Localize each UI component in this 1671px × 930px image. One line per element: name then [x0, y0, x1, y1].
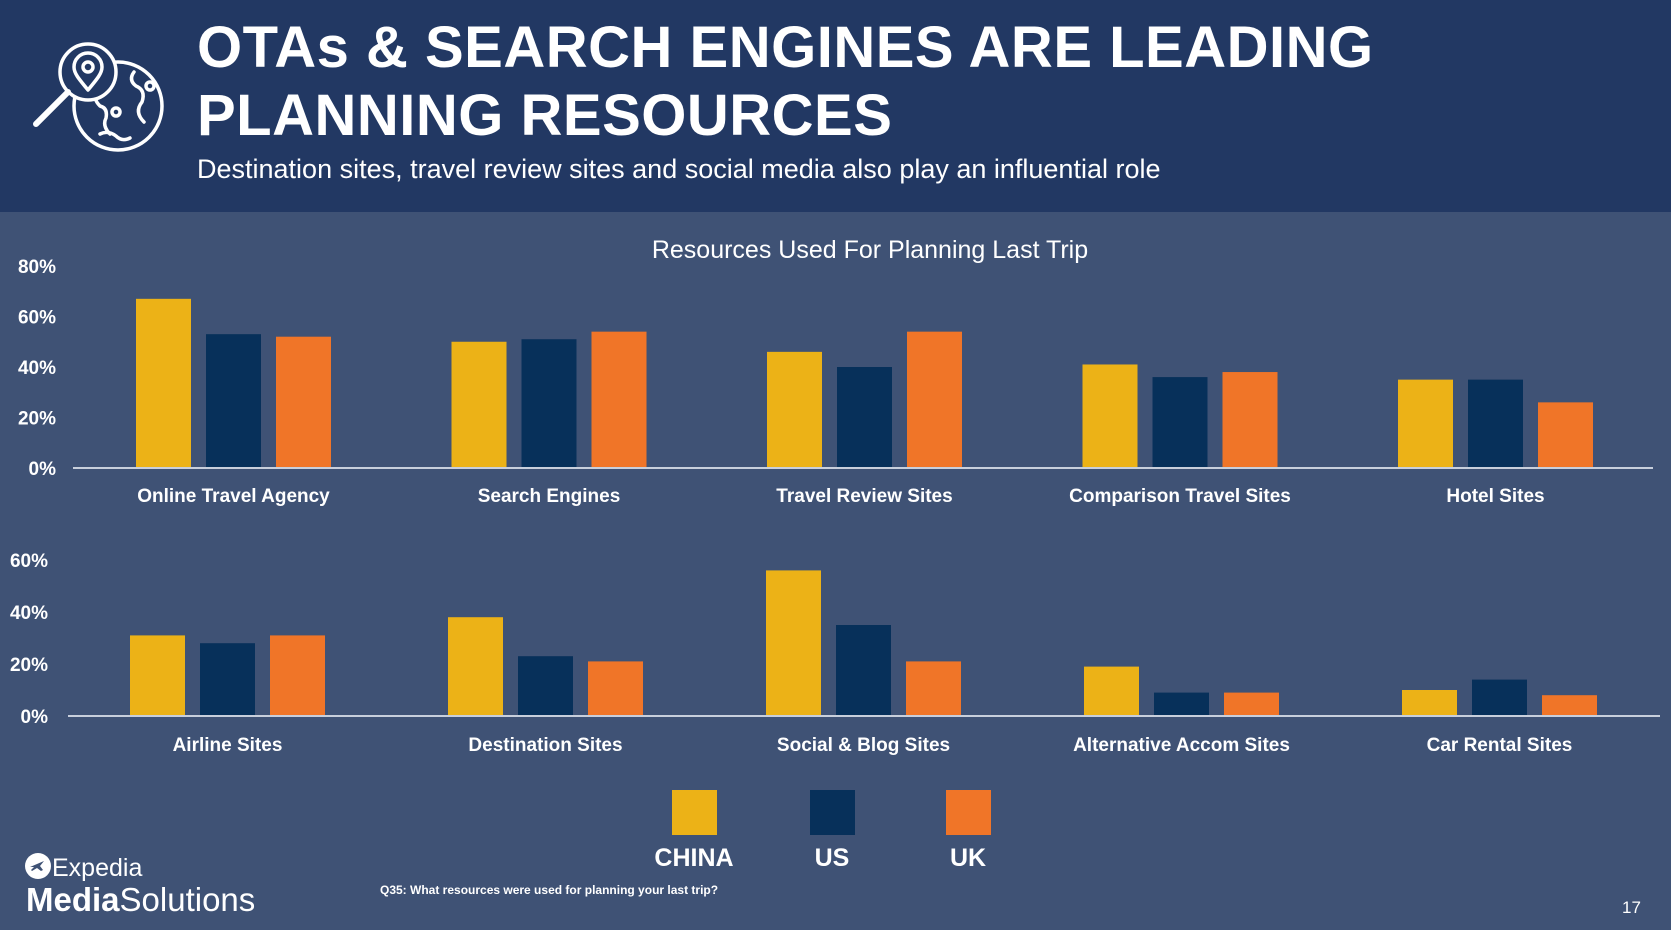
bar-china: [1398, 379, 1453, 468]
x-category-label: Travel Review Sites: [776, 486, 952, 507]
bar-china: [1402, 690, 1457, 716]
brand-line-2: MediaSolutions: [26, 882, 255, 918]
chart-title: Resources Used For Planning Last Trip: [652, 236, 1088, 264]
brand-line-1: Expedia: [24, 852, 142, 882]
y-tick-label: 60%: [18, 308, 56, 329]
legend-swatch-china: [672, 790, 717, 835]
bar-us: [206, 334, 261, 468]
bar-us: [518, 656, 573, 716]
x-category-label: Alternative Accom Sites: [1073, 735, 1290, 756]
x-category-label: Airline Sites: [173, 735, 283, 756]
bar-china: [766, 570, 821, 716]
x-category-label: Online Travel Agency: [137, 486, 330, 507]
y-tick-label: 0%: [29, 459, 57, 480]
bar-china: [451, 341, 507, 468]
bar-china: [130, 635, 185, 716]
bar-us: [521, 339, 577, 468]
title-line-2: PLANNING RESOURCES: [197, 83, 893, 148]
legend-label-us: US: [814, 844, 850, 872]
bar-uk: [270, 635, 325, 716]
bar-us: [836, 625, 891, 716]
header-banner: OTAs & SEARCH ENGINES ARE LEADING PLANNI…: [0, 0, 1671, 212]
y-tick-label: 80%: [18, 257, 56, 278]
bar-china: [1084, 666, 1139, 716]
bar-us: [837, 367, 892, 468]
x-category-label: Search Engines: [478, 486, 621, 507]
x-category-label: Social & Blog Sites: [777, 735, 950, 756]
x-category-label: Hotel Sites: [1446, 486, 1544, 507]
brand-expedia-text: Expedia: [52, 854, 143, 882]
legend-label-china: CHINA: [654, 844, 734, 872]
expedia-plane-icon: [25, 853, 51, 879]
y-tick-label: 20%: [10, 655, 48, 676]
bar-charts-area: Resources Used For Planning Last Trip 0% 2…: [10, 236, 1660, 756]
bar-uk: [906, 661, 961, 716]
bar-uk: [1222, 372, 1278, 468]
legend-label-uk: UK: [949, 844, 987, 872]
y-tick-label: 40%: [18, 358, 56, 379]
title-line-1: OTAs & SEARCH ENGINES ARE LEADING: [197, 15, 1374, 80]
x-category-label: Comparison Travel Sites: [1069, 486, 1291, 507]
page-number: 17: [1622, 898, 1641, 917]
bar-uk: [1542, 695, 1597, 716]
y-tick-label: 40%: [10, 603, 48, 624]
bar-uk: [1538, 402, 1593, 468]
bar-uk: [591, 331, 647, 468]
y-tick-label: 0%: [21, 707, 49, 728]
bar-uk: [588, 661, 643, 716]
page-subtitle: Destination sites, travel review sites a…: [197, 154, 1161, 184]
bar-us: [1472, 679, 1527, 716]
bar-uk: [276, 336, 331, 468]
bar-uk: [907, 331, 962, 468]
bar-us: [200, 643, 255, 716]
bar-china: [136, 298, 191, 468]
y-tick-label: 60%: [10, 551, 48, 572]
bar-us: [1468, 379, 1523, 468]
bar-china: [1082, 364, 1138, 468]
legend-swatch-uk: [946, 790, 991, 835]
bar-uk: [1224, 692, 1279, 716]
bar-us: [1154, 692, 1209, 716]
survey-question-footnote: Q35: What resources were used for planni…: [380, 883, 719, 897]
bar-us: [1152, 377, 1208, 468]
bar-china: [448, 617, 503, 716]
x-category-label: Destination Sites: [468, 735, 622, 756]
map-pin-magnifier-globe-icon: [33, 42, 164, 152]
x-category-label: Car Rental Sites: [1427, 735, 1573, 756]
brand-solutions-text: Solutions: [119, 881, 256, 918]
bar-china: [767, 351, 822, 468]
y-tick-label: 20%: [18, 409, 56, 430]
legend-swatch-us: [810, 790, 855, 835]
brand-media-text: Media: [26, 881, 120, 918]
page-title: OTAs & SEARCH ENGINES ARE LEADING PLANNI…: [197, 14, 1497, 150]
